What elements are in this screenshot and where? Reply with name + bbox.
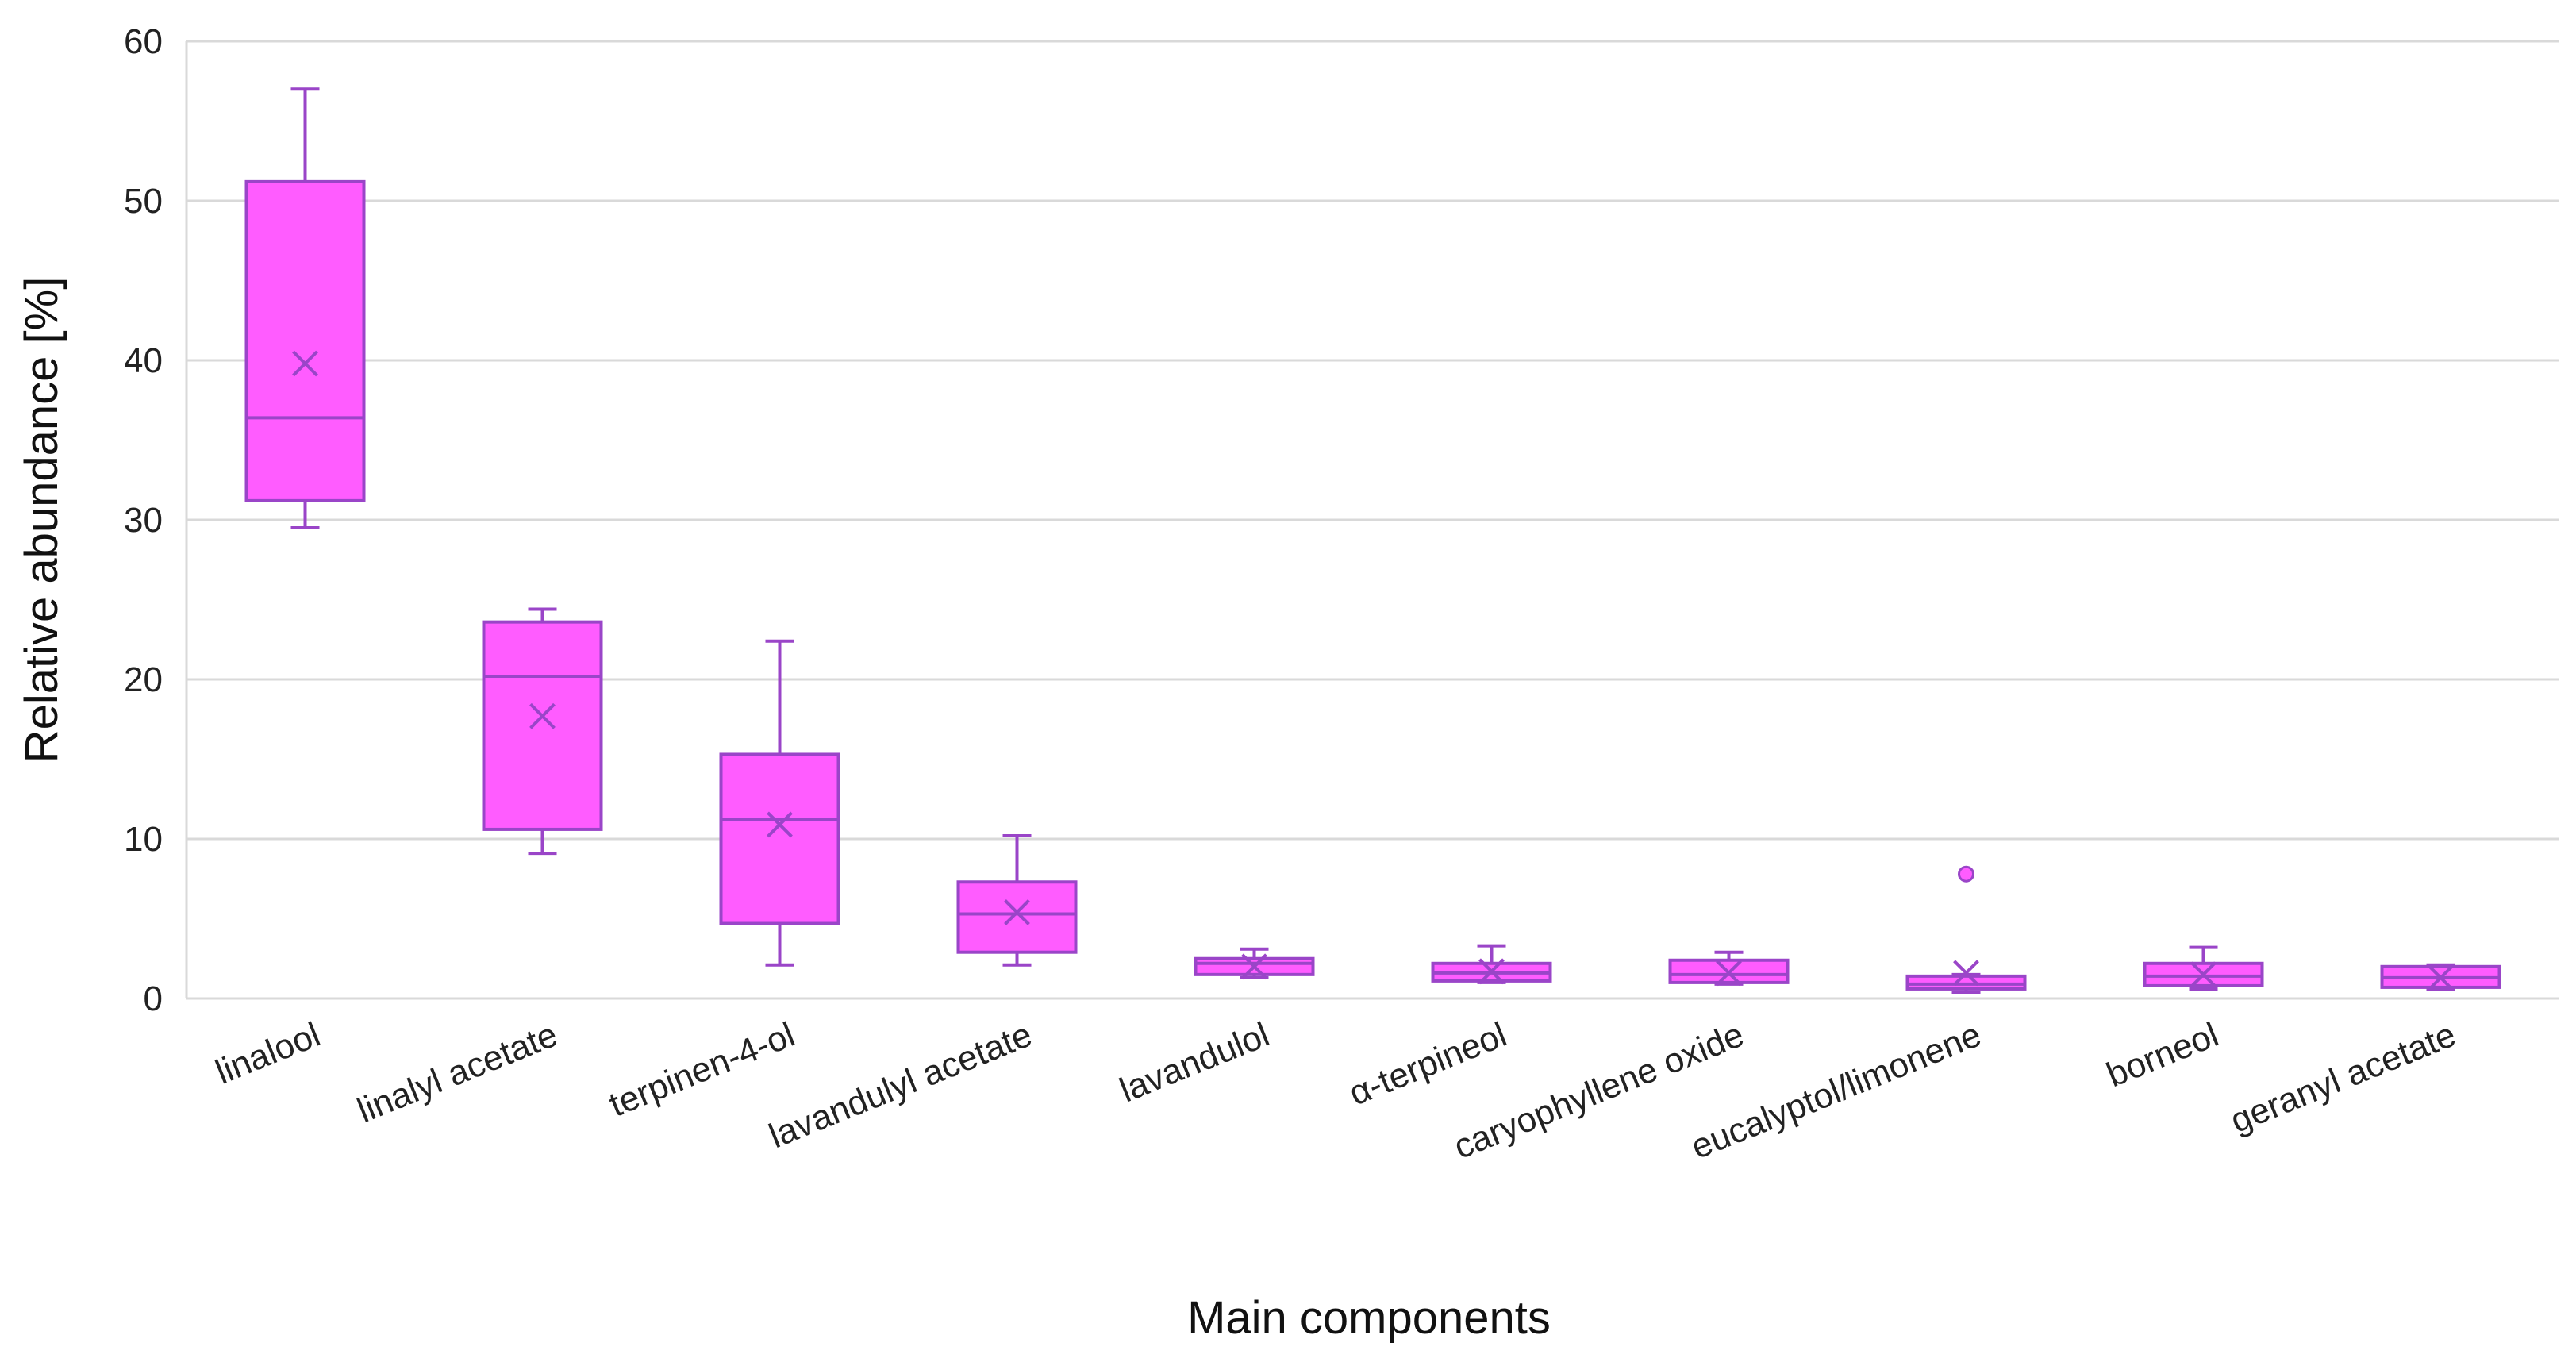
x-category-label: borneol bbox=[2101, 1015, 2224, 1095]
mean-marker bbox=[1478, 958, 1505, 985]
box-group bbox=[1431, 944, 1552, 985]
box-group bbox=[2143, 945, 2264, 991]
iqr-box bbox=[244, 179, 366, 502]
x-category-label: lavandulol bbox=[1114, 1015, 1275, 1110]
x-category-label: α-terpineol bbox=[1344, 1015, 1512, 1114]
box-group bbox=[2380, 963, 2501, 991]
mean-marker bbox=[1241, 953, 1267, 980]
iqr-box bbox=[1668, 958, 1790, 984]
box-group bbox=[482, 607, 603, 856]
y-tick-label: 10 bbox=[124, 820, 163, 859]
mean-marker bbox=[1004, 899, 1030, 925]
boxes bbox=[244, 87, 2501, 994]
y-tick-label: 50 bbox=[124, 182, 163, 221]
box-group bbox=[244, 87, 366, 530]
box-group bbox=[956, 833, 1078, 967]
mean-marker bbox=[529, 702, 556, 729]
y-tick-label: 30 bbox=[124, 501, 163, 540]
box-group bbox=[719, 639, 840, 967]
gridlines bbox=[185, 40, 2559, 1000]
iqr-box bbox=[719, 752, 840, 925]
x-axis-title: Main components bbox=[1187, 1292, 1551, 1344]
y-tick-label: 40 bbox=[124, 341, 163, 380]
box-group bbox=[1668, 950, 1790, 987]
x-category-label: geranyl acetate bbox=[2225, 1015, 2461, 1141]
y-tick-label: 60 bbox=[124, 22, 163, 61]
x-axis-category-labels: linalool linalyl acetate terpinen-4-ollava… bbox=[210, 1015, 2461, 1167]
x-category-label: linalool bbox=[210, 1015, 325, 1092]
mean-marker bbox=[1716, 960, 1742, 987]
box-group bbox=[1905, 865, 2027, 994]
mean-marker bbox=[2190, 961, 2217, 988]
outlier-point bbox=[1958, 865, 1974, 883]
x-category-label: terpinen-4-ol bbox=[604, 1015, 800, 1125]
mean-marker bbox=[1953, 960, 1979, 987]
mean-marker bbox=[2428, 964, 2454, 991]
x-category-label: lavandulyl acetate bbox=[763, 1015, 1037, 1156]
iqr-box bbox=[956, 880, 1078, 954]
mean-marker bbox=[292, 350, 318, 377]
iqr-box bbox=[1905, 974, 2027, 991]
iqr-box bbox=[482, 620, 603, 831]
x-category-label: linalyl acetate bbox=[352, 1015, 563, 1130]
mean-marker bbox=[767, 811, 793, 838]
y-tick-label: 0 bbox=[144, 979, 163, 1018]
box-group bbox=[1194, 947, 1315, 980]
y-axis-title: Relative abundance [%] bbox=[16, 277, 67, 764]
y-tick-label: 20 bbox=[124, 660, 163, 699]
y-axis-tick-labels: 0 10 20 30 40 50 60 bbox=[124, 22, 163, 1018]
